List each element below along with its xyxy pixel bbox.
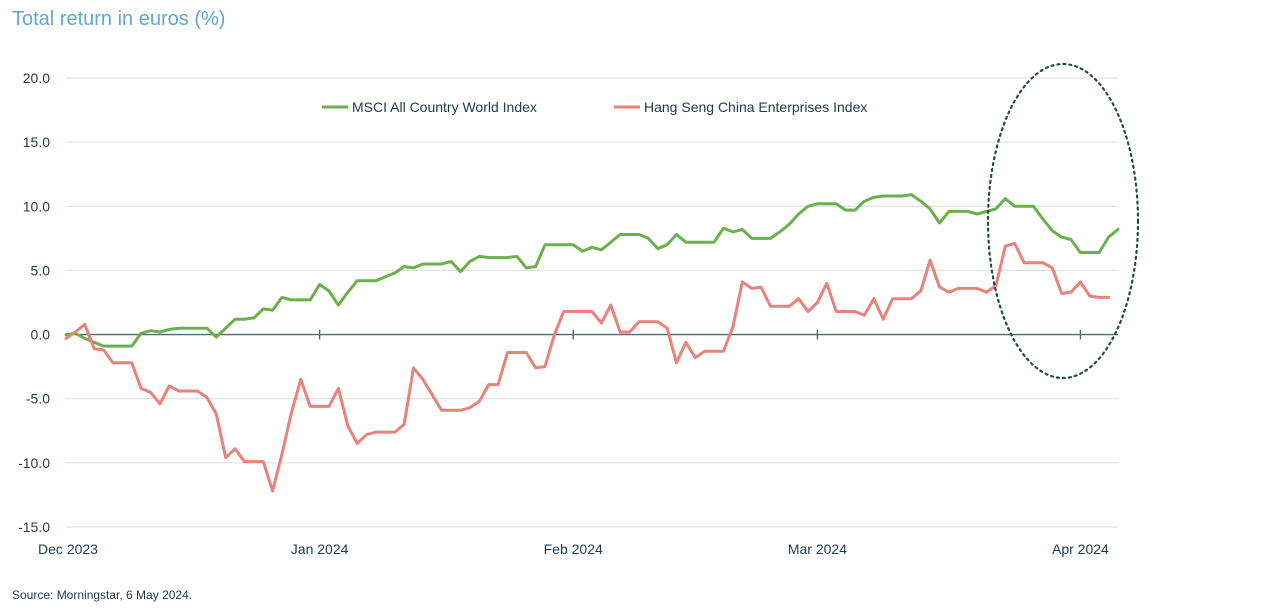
y-tick-label: 10.0 <box>23 198 50 214</box>
legend-label: Hang Seng China Enterprises Index <box>644 99 867 115</box>
series-line-hscei <box>64 242 1111 493</box>
y-tick-label: 0.0 <box>31 327 51 343</box>
chart-title: Total return in euros (%) <box>12 8 226 30</box>
series-lines <box>64 193 1120 493</box>
legend-label: MSCI All Country World Index <box>352 99 537 115</box>
y-tick-label: -15.0 <box>18 519 50 535</box>
x-tick-label: Jan 2024 <box>291 541 349 557</box>
highlight-ellipse <box>986 62 1140 380</box>
legend: MSCI All Country World Index Hang Seng Ch… <box>322 99 867 115</box>
x-tick-label: Dec 2023 <box>38 541 98 557</box>
y-tick-label: -5.0 <box>26 391 50 407</box>
y-tick-label: -10.0 <box>18 455 50 471</box>
y-tick-label: 20.0 <box>23 70 50 86</box>
y-tick-label: 15.0 <box>23 134 50 150</box>
gridlines <box>66 77 1118 528</box>
x-tick-label: Feb 2024 <box>544 541 603 557</box>
series-line-msci-acwi <box>64 193 1120 348</box>
y-axis-ticks: 20.0 15.0 10.0 5.0 0.0 -5.0 -10.0 -15.0 <box>18 70 50 535</box>
x-axis-ticks: Dec 2023 Jan 2024 Feb 2024 Mar 2024 Apr 2024 <box>38 329 1109 557</box>
x-tick-label: Apr 2024 <box>1052 541 1109 557</box>
x-tick-label: Mar 2024 <box>788 541 847 557</box>
source-note: Source: Morningstar, 6 May 2024. <box>12 588 193 602</box>
y-tick-label: 5.0 <box>31 262 51 278</box>
